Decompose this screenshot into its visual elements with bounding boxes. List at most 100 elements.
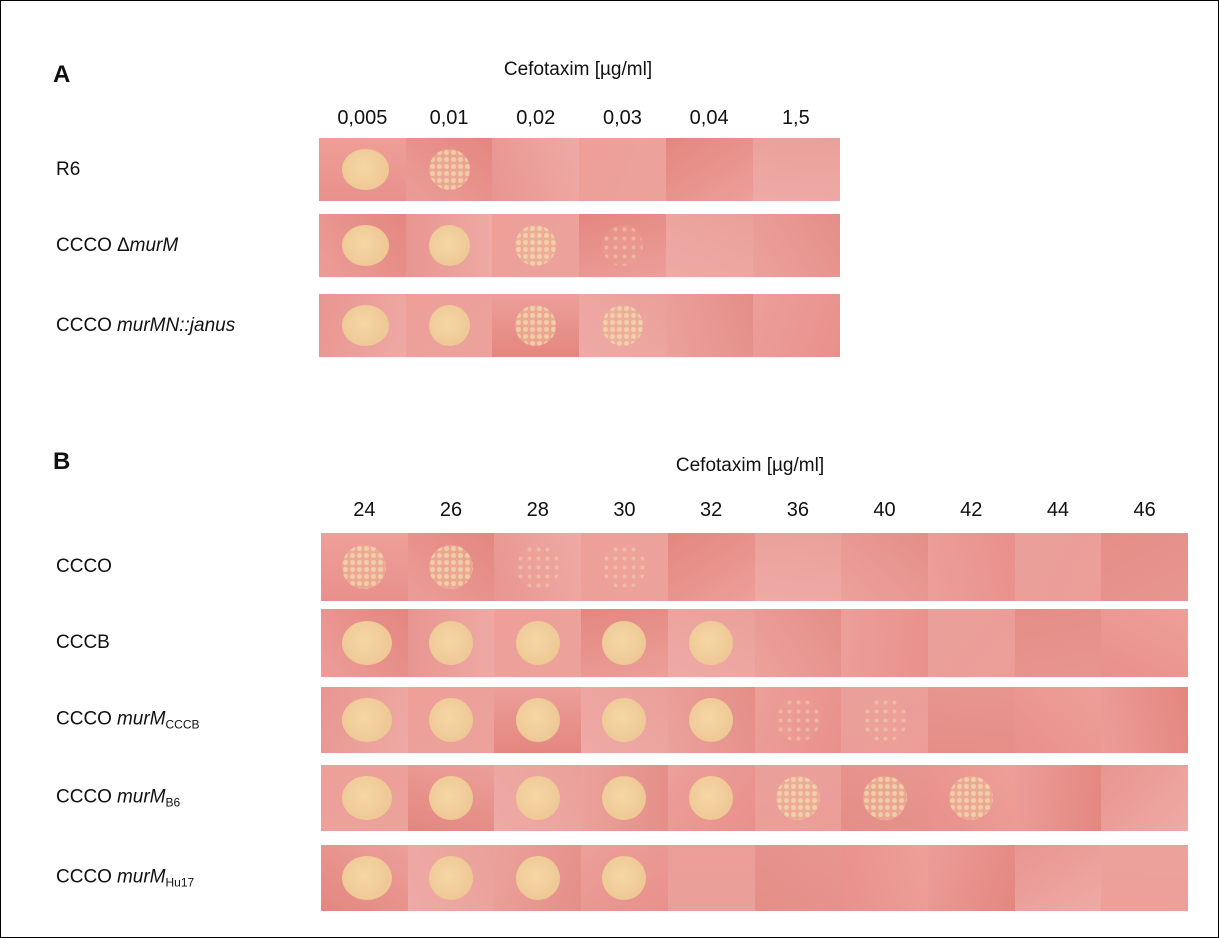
colony-spot [342,225,389,266]
plate-tile [494,533,581,601]
colony-spot [863,698,907,742]
colony-spot [602,776,646,820]
plate-tile [319,138,406,201]
colony-spot [602,698,646,742]
axis-title: Cefotaxim [µg/ml] [504,59,652,81]
plate-tile [666,138,753,201]
colony-spot [516,856,560,900]
colony-spot [602,545,646,589]
plate-tile [408,687,495,753]
plate-tile [841,609,928,677]
strain: CCCO [56,235,112,256]
strain: CCCO [56,867,112,888]
gene-variant: Hu17 [166,876,195,890]
colony-spot [429,305,470,346]
colony-spot [516,545,560,589]
plate-tile [321,845,408,911]
colony-spot [602,621,646,665]
plate-tile [1101,609,1188,677]
concentration-label: 40 [873,499,895,522]
strain: CCCO [56,556,112,577]
colony-spot [342,776,392,820]
plate-tile [755,687,842,753]
colony-spot [602,856,646,900]
gene-variant: CCCB [166,718,200,732]
plate-tile [666,294,753,357]
plate-tile [321,765,408,831]
plate-tile [319,294,406,357]
plate-tile [753,214,840,277]
plate-tile [841,845,928,911]
concentration-label: 26 [440,499,462,522]
gene: murM [117,867,166,888]
strain: CCCO [56,315,112,336]
colony-spot [776,776,820,820]
plate-tile [928,609,1015,677]
plate-tile [579,214,666,277]
plate-tile [492,138,579,201]
colony-spot [689,621,733,665]
strain: CCCO [56,787,112,808]
plate-tile [841,687,928,753]
concentration-label: 24 [353,499,375,522]
colony-spot [342,698,392,742]
colony-spot [429,621,473,665]
panel-label: B [53,448,70,476]
plate-tile [579,138,666,201]
plate-tile [668,845,755,911]
gene: murM [117,709,166,730]
plate-tile [668,533,755,601]
gene-variant: B6 [166,796,181,810]
plate-tile [321,533,408,601]
plate-tile [1101,687,1188,753]
panel-label: A [53,61,70,89]
plate-tile [492,294,579,357]
plate-tile [755,609,842,677]
plate-tile [928,533,1015,601]
colony-spot [429,149,470,190]
colony-spot [429,856,473,900]
axis-title: Cefotaxim [µg/ml] [676,455,824,477]
colony-spot [776,698,820,742]
colony-spot [602,305,643,346]
plate-tile [581,845,668,911]
concentration-label: 44 [1047,499,1069,522]
plate-tile [1015,609,1102,677]
colony-spot [429,545,473,589]
plate-tile [321,687,408,753]
concentration-label: 46 [1134,499,1156,522]
concentration-label: 1,5 [782,107,810,130]
plate-tile [406,214,493,277]
plate-tile [406,138,493,201]
colony-spot [516,776,560,820]
plate-tile [408,533,495,601]
plate-tile [755,845,842,911]
concentration-label: 0,005 [337,107,387,130]
strain-label: R6 [56,159,80,181]
strain: CCCB [56,632,110,653]
concentration-label: 0,02 [516,107,555,130]
plate-tile [755,765,842,831]
plate-tile [319,214,406,277]
plate-tile [928,845,1015,911]
plate-tile [666,214,753,277]
plate-tile [408,765,495,831]
colony-spot [689,776,733,820]
plate-tile [753,294,840,357]
colony-spot [516,621,560,665]
concentration-label: 36 [787,499,809,522]
colony-spot [689,698,733,742]
plate-tile [753,138,840,201]
colony-spot [429,698,473,742]
plate-tile [668,765,755,831]
strain-label: CCCO [56,556,112,578]
concentration-label: 28 [527,499,549,522]
colony-spot [342,305,389,346]
plate-tile [581,765,668,831]
plate-tile [668,609,755,677]
strain: CCCO [56,709,112,730]
plate-tile [406,294,493,357]
plate-tile [1101,533,1188,601]
plate-tile [928,687,1015,753]
